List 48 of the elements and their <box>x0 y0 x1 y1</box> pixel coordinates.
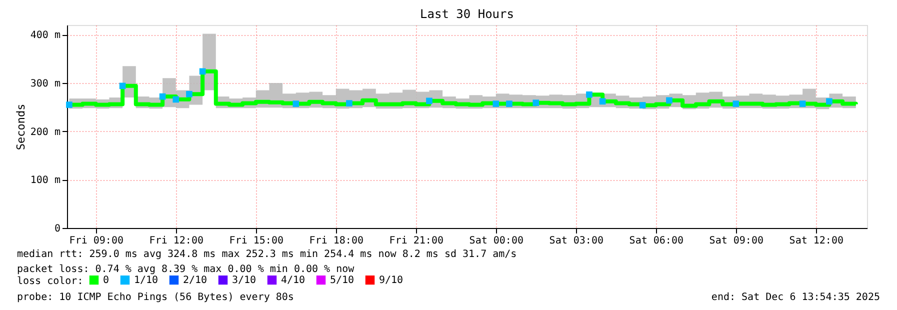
point <box>666 97 672 104</box>
chart-title: Last 30 Hours <box>420 7 514 21</box>
x-tick-label: Sat 06:00 <box>629 236 684 246</box>
text: probe: 10 ICMP Echo Pings (56 Bytes) every 80s <box>17 292 294 303</box>
legend-label: 2/10 <box>183 275 208 286</box>
x-tick-label: Fri 09:00 <box>69 236 124 246</box>
x-tick-label: Fri 18:00 <box>309 236 364 246</box>
legend-label: 0 <box>103 275 110 286</box>
y-tick-label: 300 m <box>30 78 60 90</box>
point <box>799 100 806 107</box>
point <box>199 68 206 75</box>
x-tick-label: Fri 12:00 <box>149 236 204 246</box>
y-tick-label: 400 m <box>30 30 60 42</box>
x-tick-label: Fri 15:00 <box>229 236 284 246</box>
legend-label: 9/10 <box>379 275 404 286</box>
point <box>119 82 126 90</box>
legend-label: 4/10 <box>281 275 306 286</box>
legend-label: 1/10 <box>134 275 158 286</box>
x-tick-label: Sat 09:00 <box>709 236 764 246</box>
y-axis-title: Seconds <box>14 104 28 150</box>
text: packet loss: 0.74 % avg 8.39 % max 0.00 % min 0.00 % now <box>17 264 356 275</box>
text: end: Sat Dec 6 13:54:35 2025 <box>711 292 880 303</box>
x-tick-label: Fri 21:00 <box>389 236 444 246</box>
point <box>732 100 740 107</box>
point <box>506 100 512 107</box>
point <box>599 98 606 105</box>
point <box>346 100 352 106</box>
point <box>586 91 592 98</box>
point <box>66 102 72 108</box>
point <box>292 100 300 107</box>
point <box>639 102 646 108</box>
point <box>492 100 500 107</box>
legend-title: loss color: <box>17 276 84 287</box>
point <box>186 90 192 98</box>
legend-label: 3/10 <box>232 275 256 286</box>
y-tick-label: 0 <box>54 224 60 234</box>
point <box>426 98 432 104</box>
text: median rtt: 259.0 ms avg 324.8 ms max 252.3 ms min 254.4 ms now 8.2 ms sd 31.7 am/s <box>17 249 517 260</box>
point <box>159 93 166 100</box>
x-tick-label: Sat 12:00 <box>789 236 844 246</box>
x-tick-label: Sat 03:00 <box>549 236 604 246</box>
point <box>532 100 540 106</box>
point <box>172 96 180 103</box>
point <box>826 98 832 105</box>
y-tick-label: 100 m <box>30 175 60 186</box>
y-tick-label: 200 m <box>30 126 60 138</box>
legend-label: 5/10 <box>330 275 354 286</box>
x-tick-label: Sat 00:00 <box>469 236 524 246</box>
